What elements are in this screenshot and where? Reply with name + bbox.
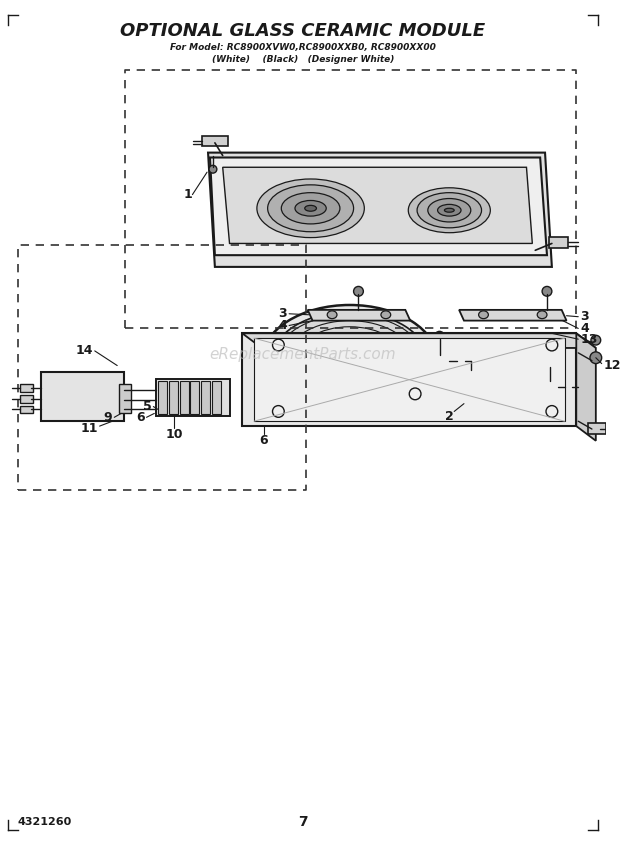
Ellipse shape [381, 311, 391, 319]
Text: 4: 4 [278, 319, 287, 332]
Bar [156, 379, 229, 417]
Text: 6: 6 [259, 434, 268, 447]
Text: eReplacementParts.com: eReplacementParts.com [210, 347, 396, 362]
Bar [119, 384, 131, 413]
Polygon shape [242, 333, 576, 426]
Ellipse shape [438, 204, 461, 216]
Text: 13: 13 [580, 332, 598, 345]
Bar [180, 381, 188, 414]
Ellipse shape [262, 305, 438, 417]
Text: 3: 3 [580, 310, 589, 323]
Polygon shape [223, 167, 533, 244]
Ellipse shape [257, 179, 365, 238]
Polygon shape [459, 310, 567, 320]
Ellipse shape [327, 311, 337, 319]
Ellipse shape [417, 193, 482, 228]
Bar [540, 381, 558, 392]
Bar [20, 406, 33, 413]
Ellipse shape [545, 360, 555, 369]
Text: 1: 1 [183, 188, 192, 201]
Bar [20, 384, 33, 392]
Ellipse shape [465, 375, 492, 390]
Bar [430, 355, 450, 367]
Bar [455, 356, 465, 366]
Text: 3: 3 [278, 307, 287, 320]
Polygon shape [308, 310, 410, 320]
Ellipse shape [334, 351, 365, 370]
Text: OPTIONAL GLASS CERAMIC MODULE: OPTIONAL GLASS CERAMIC MODULE [120, 22, 485, 40]
Ellipse shape [435, 331, 445, 341]
Bar [20, 395, 33, 403]
Ellipse shape [410, 340, 547, 424]
Ellipse shape [445, 208, 454, 212]
Ellipse shape [418, 345, 539, 419]
Text: (White)    (Black)   (Designer White): (White) (Black) (Designer White) [211, 55, 394, 65]
Ellipse shape [209, 165, 217, 173]
Text: 7: 7 [298, 815, 308, 828]
Bar [169, 381, 178, 414]
Polygon shape [210, 158, 547, 255]
Bar [549, 237, 569, 248]
Ellipse shape [353, 287, 363, 296]
Polygon shape [576, 333, 596, 441]
Text: 5: 5 [143, 400, 151, 413]
Bar [41, 373, 124, 421]
Ellipse shape [590, 352, 601, 363]
Ellipse shape [272, 312, 428, 410]
Bar [212, 381, 221, 414]
Text: 4321260: 4321260 [17, 817, 72, 827]
Bar [588, 423, 606, 434]
Ellipse shape [591, 335, 601, 345]
Polygon shape [208, 152, 552, 267]
Ellipse shape [428, 199, 471, 222]
Text: 2: 2 [445, 410, 454, 423]
Text: 4: 4 [580, 322, 589, 335]
Bar [202, 136, 228, 146]
Ellipse shape [268, 185, 353, 232]
Text: 9: 9 [104, 411, 112, 424]
Ellipse shape [542, 287, 552, 296]
Ellipse shape [537, 311, 547, 319]
Ellipse shape [305, 206, 316, 211]
Text: 10: 10 [165, 428, 183, 441]
Bar [562, 382, 572, 392]
Ellipse shape [479, 311, 489, 319]
Polygon shape [242, 333, 596, 348]
Ellipse shape [295, 201, 326, 216]
Ellipse shape [409, 188, 490, 232]
Polygon shape [254, 338, 565, 421]
Bar [190, 381, 199, 414]
Ellipse shape [281, 193, 340, 224]
Bar [202, 381, 210, 414]
Bar [158, 381, 167, 414]
Text: 12: 12 [604, 359, 620, 372]
Text: 11: 11 [80, 422, 98, 435]
Text: 14: 14 [75, 344, 93, 357]
Text: For Model: RC8900XVW0,RC8900XXB0, RC8900XX00: For Model: RC8900XVW0,RC8900XXB0, RC8900… [170, 43, 436, 52]
Text: 6: 6 [136, 411, 144, 424]
